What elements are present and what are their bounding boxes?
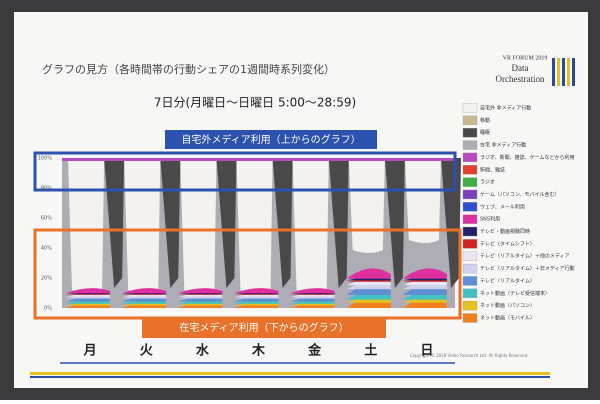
legend-swatch [462, 300, 478, 311]
legend-label: 新聞、雑誌 [480, 166, 505, 173]
legend-label: ウェブ、メール利用 [480, 203, 525, 210]
media-band [290, 288, 335, 294]
outside-area [348, 158, 385, 253]
y-tick-label: 60% [41, 216, 52, 222]
y-tick-label: 80% [41, 186, 52, 192]
media-band [234, 288, 279, 294]
rule [30, 372, 550, 375]
media-band [66, 288, 111, 294]
legend-label: テレビ・動画視聴同時 [480, 228, 530, 235]
day-label: 金 [307, 343, 322, 359]
logo-line: VR FORUM 2019 [503, 55, 548, 61]
legend-label: テレビ（リアルタイム）＋他のメディア [480, 253, 570, 260]
outside-area [236, 158, 273, 293]
day-label: 木 [251, 343, 266, 359]
legend-label: テレビ（リアルタイム）＋非メディア行動 [480, 265, 575, 272]
legend-swatch [462, 152, 478, 163]
legend-swatch [462, 263, 478, 274]
legend-swatch [462, 189, 478, 200]
legend-label: 自宅外 非メディア行動 [480, 105, 531, 112]
outside-area [124, 158, 161, 293]
legend-swatch [462, 288, 478, 298]
y-tick-label: 40% [41, 246, 52, 252]
logo-line: Data [512, 63, 529, 73]
legend-label: ゲーム（パソコン、モバイル含む） [480, 191, 560, 198]
legend-label: ネット動画（パソコン） [480, 302, 535, 309]
legend-swatch [462, 251, 478, 261]
logo-line: Orchestration [496, 74, 545, 84]
y-tick-label: 20% [41, 276, 52, 282]
media-band [122, 288, 167, 294]
legend-swatch [462, 202, 478, 212]
top-label-box [165, 130, 377, 149]
legend-label: SNS利用 [480, 216, 500, 223]
y-tick-label: 100% [38, 156, 53, 162]
day-label: 水 [196, 343, 210, 359]
legend-swatch [462, 313, 478, 323]
legend-label: テレビ（タイムシフト） [480, 240, 535, 247]
legend-swatch [462, 103, 478, 113]
media-band [178, 288, 223, 294]
chart [62, 158, 461, 308]
day-label: 月 [83, 344, 97, 359]
media-band [346, 268, 391, 279]
top-strip [62, 158, 455, 161]
logo-bars [552, 58, 575, 86]
day-label: 日 [420, 344, 433, 359]
legend-swatch [462, 128, 478, 138]
slide-title: グラフの見方（各時間帯の行動シェアの1週間時系列変化） [42, 62, 335, 76]
subtitle: 7日分(月曜日～日曜日 5:00～28:59) [154, 96, 356, 110]
legend-swatch [462, 276, 478, 286]
legend-swatch [462, 177, 478, 187]
outside-area [180, 158, 217, 293]
legend-label: 移動 [480, 117, 490, 124]
legend-label: 在宅 非メディア行動 [480, 142, 526, 149]
legend-swatch [462, 115, 478, 126]
legend-swatch [462, 165, 478, 175]
legend-swatch [462, 239, 478, 249]
day-label: 土 [364, 343, 377, 359]
y-tick-label: 0% [44, 306, 52, 312]
top-label: 自宅外メディア利用（上からのグラフ） [181, 133, 360, 146]
bottom-label: 在宅メディア利用（下からのグラフ） [179, 321, 348, 334]
legend-label: ネット動画（テレビ受信端末） [480, 290, 550, 297]
top-highlight [33, 151, 457, 192]
copyright: Copyright © 2019 Video Research Ltd. All… [410, 353, 529, 358]
legend-label: ラジオ、新聞、雑誌、ゲームなどから利用 [480, 154, 574, 161]
legend-label: ラジオ [480, 180, 495, 186]
legend-label: ネット動画（モバイル） [480, 315, 535, 322]
legend-swatch [462, 226, 478, 237]
outside-area [404, 158, 441, 243]
outside-area [68, 158, 105, 293]
rule [30, 376, 550, 378]
legend-swatch [462, 140, 478, 150]
media-band [402, 268, 447, 279]
day-label: 火 [140, 344, 154, 359]
legend-label: 睡眠 [480, 129, 490, 136]
legend-label: テレビ（リアルタイム） [480, 277, 535, 284]
bottom-label-box [142, 318, 386, 338]
legend-swatch [462, 214, 478, 224]
outside-area [292, 158, 329, 293]
